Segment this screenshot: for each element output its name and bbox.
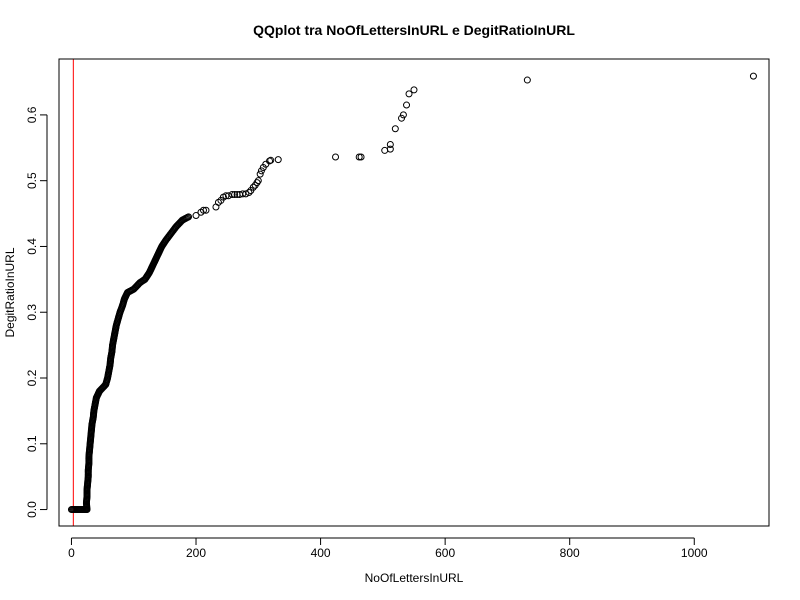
x-tick-label: 800 bbox=[560, 546, 580, 560]
x-tick-label: 1000 bbox=[681, 546, 708, 560]
data-point bbox=[249, 183, 257, 191]
x-tick-label: 600 bbox=[435, 546, 455, 560]
chart-title: QQplot tra NoOfLettersInURL e DegitRatio… bbox=[253, 22, 575, 38]
plot-frame bbox=[58, 58, 770, 527]
data-point bbox=[254, 177, 262, 185]
data-point bbox=[355, 153, 363, 161]
data-point bbox=[199, 206, 207, 214]
x-axis: 0 200 400 600 800 1000 bbox=[68, 537, 708, 560]
x-tick-label: 400 bbox=[311, 546, 331, 560]
data-point bbox=[381, 146, 389, 154]
x-tick-label: 0 bbox=[68, 546, 75, 560]
data-point bbox=[391, 125, 399, 133]
data-point bbox=[253, 179, 261, 187]
data-point bbox=[274, 156, 282, 164]
data-point bbox=[749, 72, 757, 80]
data-point bbox=[357, 153, 365, 161]
data-point bbox=[523, 76, 531, 84]
data-point bbox=[192, 212, 200, 220]
y-tick-label: 0.6 bbox=[25, 106, 39, 123]
data-point bbox=[386, 141, 394, 149]
data-point bbox=[231, 191, 239, 198]
y-axis-label: DegitRatioInURL bbox=[3, 247, 17, 337]
y-axis: 0.0 0.1 0.2 0.3 0.4 0.5 0.6 bbox=[25, 106, 48, 518]
data-point bbox=[202, 206, 210, 214]
x-axis-label: NoOfLettersInURL bbox=[365, 571, 464, 585]
y-tick-label: 0.2 bbox=[25, 369, 39, 386]
data-point bbox=[256, 170, 264, 178]
data-point bbox=[405, 90, 413, 98]
x-tick-label: 200 bbox=[186, 546, 206, 560]
data-points bbox=[67, 72, 757, 514]
data-point bbox=[228, 191, 236, 198]
y-tick-label: 0.1 bbox=[25, 435, 39, 452]
y-tick-label: 0.5 bbox=[25, 172, 39, 189]
data-point bbox=[185, 213, 193, 221]
data-point bbox=[399, 111, 407, 119]
data-point bbox=[245, 189, 253, 197]
data-point bbox=[403, 101, 411, 109]
data-point bbox=[410, 86, 418, 94]
data-point bbox=[267, 156, 275, 164]
data-point bbox=[332, 153, 340, 161]
data-point bbox=[386, 145, 394, 153]
y-tick-label: 0.4 bbox=[25, 238, 39, 255]
y-tick-label: 0.3 bbox=[25, 304, 39, 321]
data-point bbox=[242, 190, 250, 198]
y-tick-label: 0.0 bbox=[25, 501, 39, 518]
